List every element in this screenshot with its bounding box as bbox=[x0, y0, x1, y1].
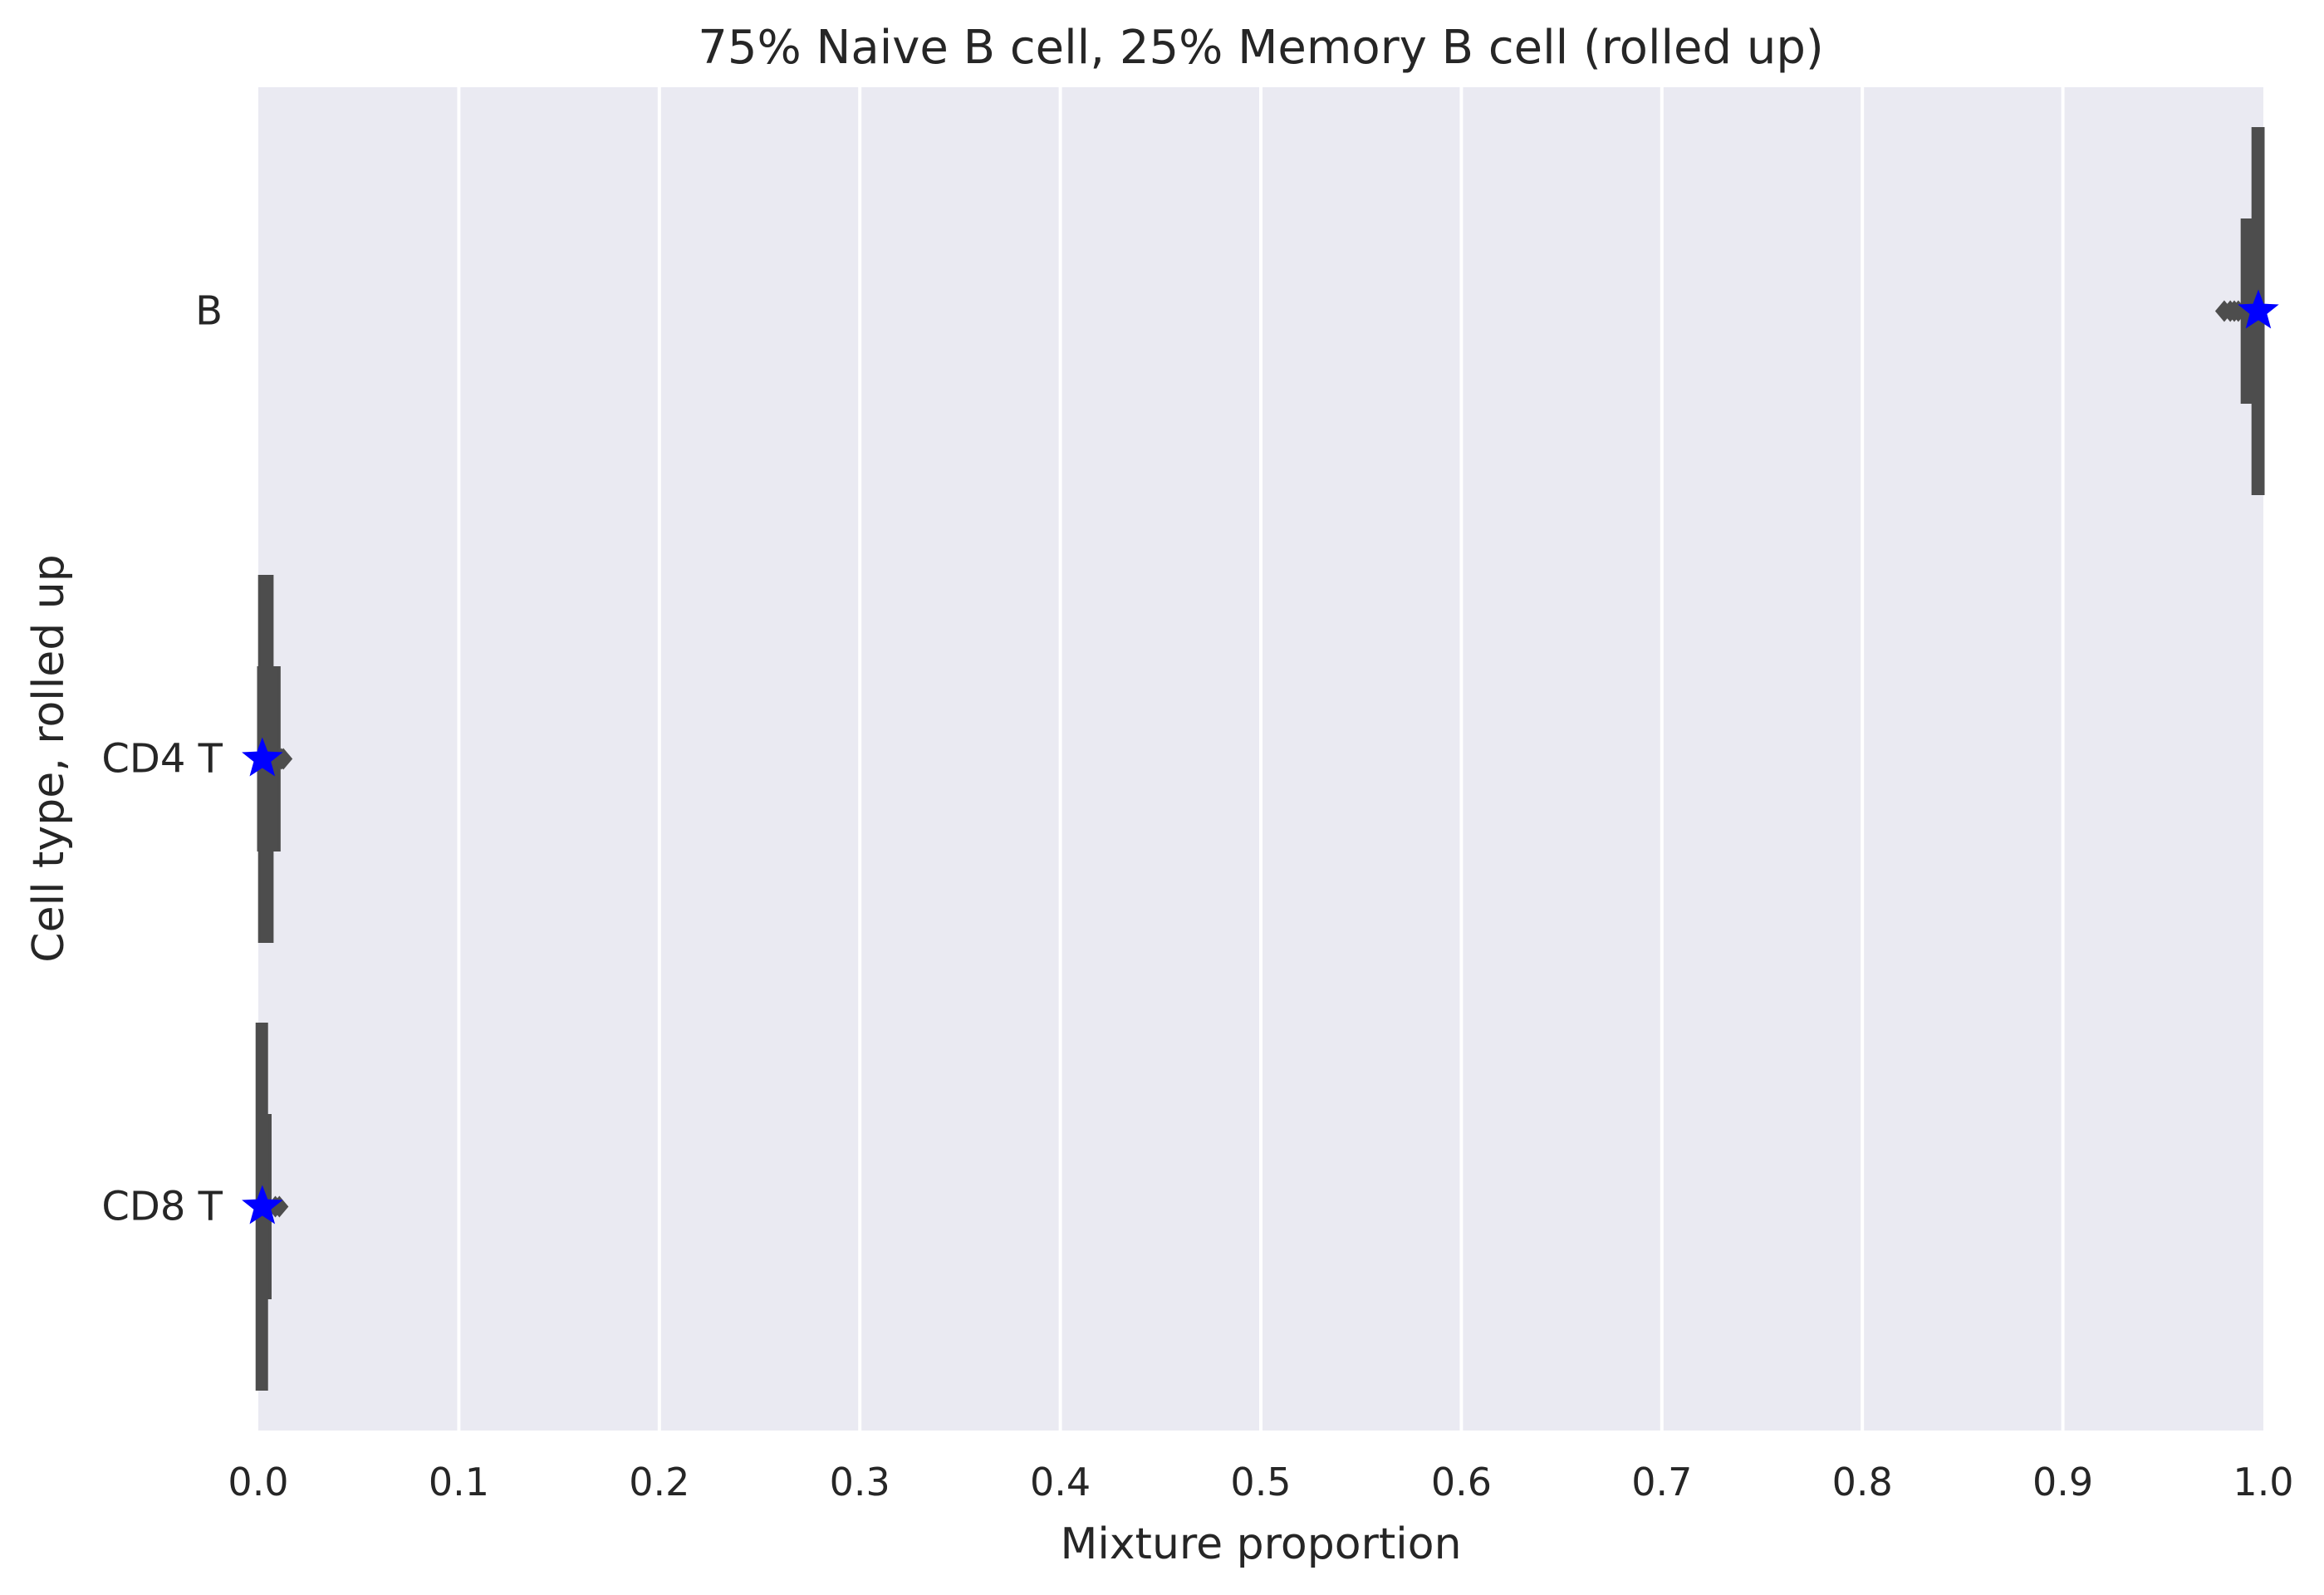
x-axis-label: Mixture proportion bbox=[1060, 1519, 1461, 1569]
star-marker bbox=[2238, 289, 2279, 329]
star-marker bbox=[242, 737, 283, 777]
x-tick-labels: 0.0 0.1 0.2 0.3 0.4 0.5 0.6 0.7 0.8 0.9 1.0 bbox=[228, 1460, 2293, 1504]
x-tick-label: 0.1 bbox=[429, 1460, 489, 1504]
star-marker bbox=[242, 1185, 283, 1224]
y-tick-label: B bbox=[195, 288, 223, 335]
boxen-plots bbox=[242, 127, 2279, 1391]
x-tick-label: 0.4 bbox=[1030, 1460, 1091, 1504]
x-tick-label: 0.7 bbox=[1631, 1460, 1692, 1504]
x-tick-label: 0.3 bbox=[830, 1460, 890, 1504]
x-tick-label: 0.5 bbox=[1230, 1460, 1291, 1504]
x-tick-label: 0.6 bbox=[1431, 1460, 1492, 1504]
x-tick-label: 0.0 bbox=[228, 1460, 288, 1504]
y-tick-labels: B CD4 T CD8 T bbox=[101, 288, 223, 1230]
boxen-cd8-t bbox=[242, 1023, 289, 1391]
gridlines bbox=[457, 87, 2065, 1431]
x-tick-label: 0.2 bbox=[629, 1460, 689, 1504]
x-tick-label: 0.8 bbox=[1832, 1460, 1893, 1504]
chart-title: 75% Naive B cell, 25% Memory B cell (rol… bbox=[698, 21, 1824, 75]
x-tick-label: 1.0 bbox=[2233, 1460, 2293, 1504]
x-tick-label: 0.9 bbox=[2032, 1460, 2093, 1504]
y-axis-label: Cell type, rolled up bbox=[24, 554, 74, 962]
boxen-b bbox=[2214, 127, 2279, 495]
boxen-cd4-t bbox=[242, 575, 293, 943]
y-tick-label: CD4 T bbox=[101, 736, 223, 783]
y-tick-label: CD8 T bbox=[101, 1184, 223, 1230]
